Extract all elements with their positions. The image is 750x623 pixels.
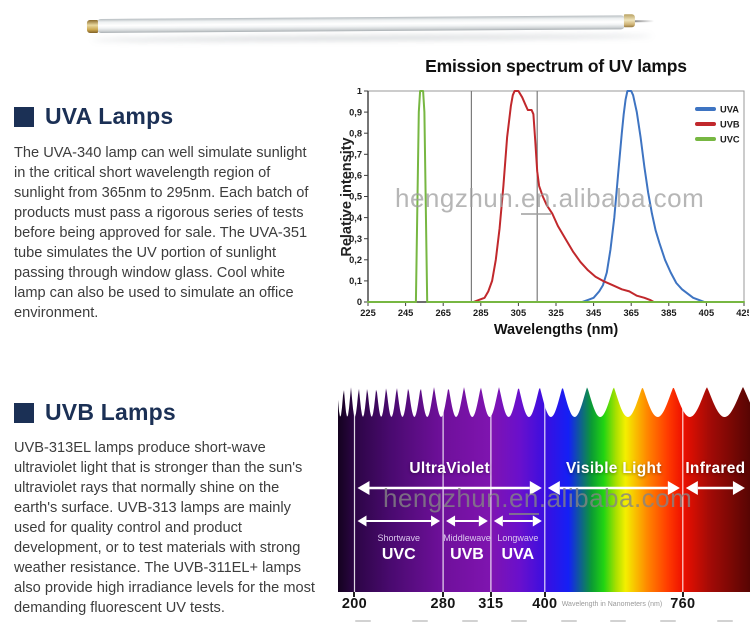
uv-tube-lamp-image <box>70 8 690 54</box>
svg-text:Middlewave: Middlewave <box>443 533 491 543</box>
lamp-pin <box>634 20 654 23</box>
wavelength-spectrum-diagram: UltraViolet Visible Light Infrared Shortwav… <box>338 383 750 623</box>
section-title: UVA Lamps <box>45 103 174 129</box>
lamp-shadow <box>92 34 653 43</box>
svg-text:0,3: 0,3 <box>349 234 362 244</box>
svg-text:325: 325 <box>548 308 564 318</box>
square-bullet-icon <box>14 402 34 423</box>
svg-text:0,9: 0,9 <box>349 107 362 117</box>
svg-text:245: 245 <box>398 308 414 318</box>
svg-text:0,1: 0,1 <box>349 276 362 286</box>
svg-text:0,5: 0,5 <box>349 192 362 202</box>
lamp-tube-body <box>96 15 625 33</box>
spectrum-axis: 200 280 315 400 760 Wavelength in Nanometers … <box>338 592 750 623</box>
svg-text:305: 305 <box>511 308 527 318</box>
svg-text:385: 385 <box>661 308 677 318</box>
svg-text:0,8: 0,8 <box>349 128 362 138</box>
svg-text:Longwave: Longwave <box>497 533 538 543</box>
svg-text:345: 345 <box>586 308 602 318</box>
svg-text:UltraViolet: UltraViolet <box>409 460 490 477</box>
svg-text:265: 265 <box>435 308 451 318</box>
svg-text:285: 285 <box>473 308 489 318</box>
svg-text:405: 405 <box>699 308 715 318</box>
lamp-end-cap-right <box>623 14 635 28</box>
svg-text:0,2: 0,2 <box>349 255 362 265</box>
svg-text:UVB: UVB <box>450 546 484 563</box>
svg-text:425: 425 <box>736 308 749 318</box>
svg-text:Shortwave: Shortwave <box>378 533 421 543</box>
svg-text:UVC: UVC <box>720 134 740 144</box>
uvb-section-paragraph: UVB-313EL lamps produce short-wave ultra… <box>14 440 315 616</box>
svg-text:Visible Light: Visible Light <box>566 460 662 477</box>
svg-text:UVC: UVC <box>382 546 416 563</box>
uvb-section-header: UVB Lamps <box>14 399 176 426</box>
svg-text:0: 0 <box>357 297 362 307</box>
svg-text:UVB: UVB <box>720 119 740 129</box>
square-bullet-icon <box>14 106 34 127</box>
svg-text:UVA: UVA <box>720 104 739 114</box>
lamp-end-cap-left <box>86 19 99 34</box>
spectrum-overlay: UltraViolet Visible Light Infrared Shortwav… <box>338 383 750 592</box>
svg-text:0,7: 0,7 <box>349 150 362 160</box>
svg-text:Infrared: Infrared <box>685 460 745 477</box>
svg-text:UVA: UVA <box>502 546 535 563</box>
svg-text:365: 365 <box>623 308 639 318</box>
uva-section-header: UVA Lamps <box>14 103 173 130</box>
x-axis-label: Wavelengths (nm) <box>493 322 619 338</box>
chart-title: Emission spectrum of UV lamps <box>425 56 687 76</box>
emission-spectrum-chart: Emission spectrum of UV lamps Relative i… <box>333 56 750 356</box>
section-title: UVB Lamps <box>45 399 176 425</box>
svg-text:225: 225 <box>360 308 376 318</box>
svg-text:1: 1 <box>357 88 362 96</box>
svg-text:0,4: 0,4 <box>349 213 363 223</box>
uva-section-paragraph: The UVA-340 lamp can well simulate sunli… <box>14 145 309 321</box>
svg-text:0,6: 0,6 <box>349 171 362 181</box>
